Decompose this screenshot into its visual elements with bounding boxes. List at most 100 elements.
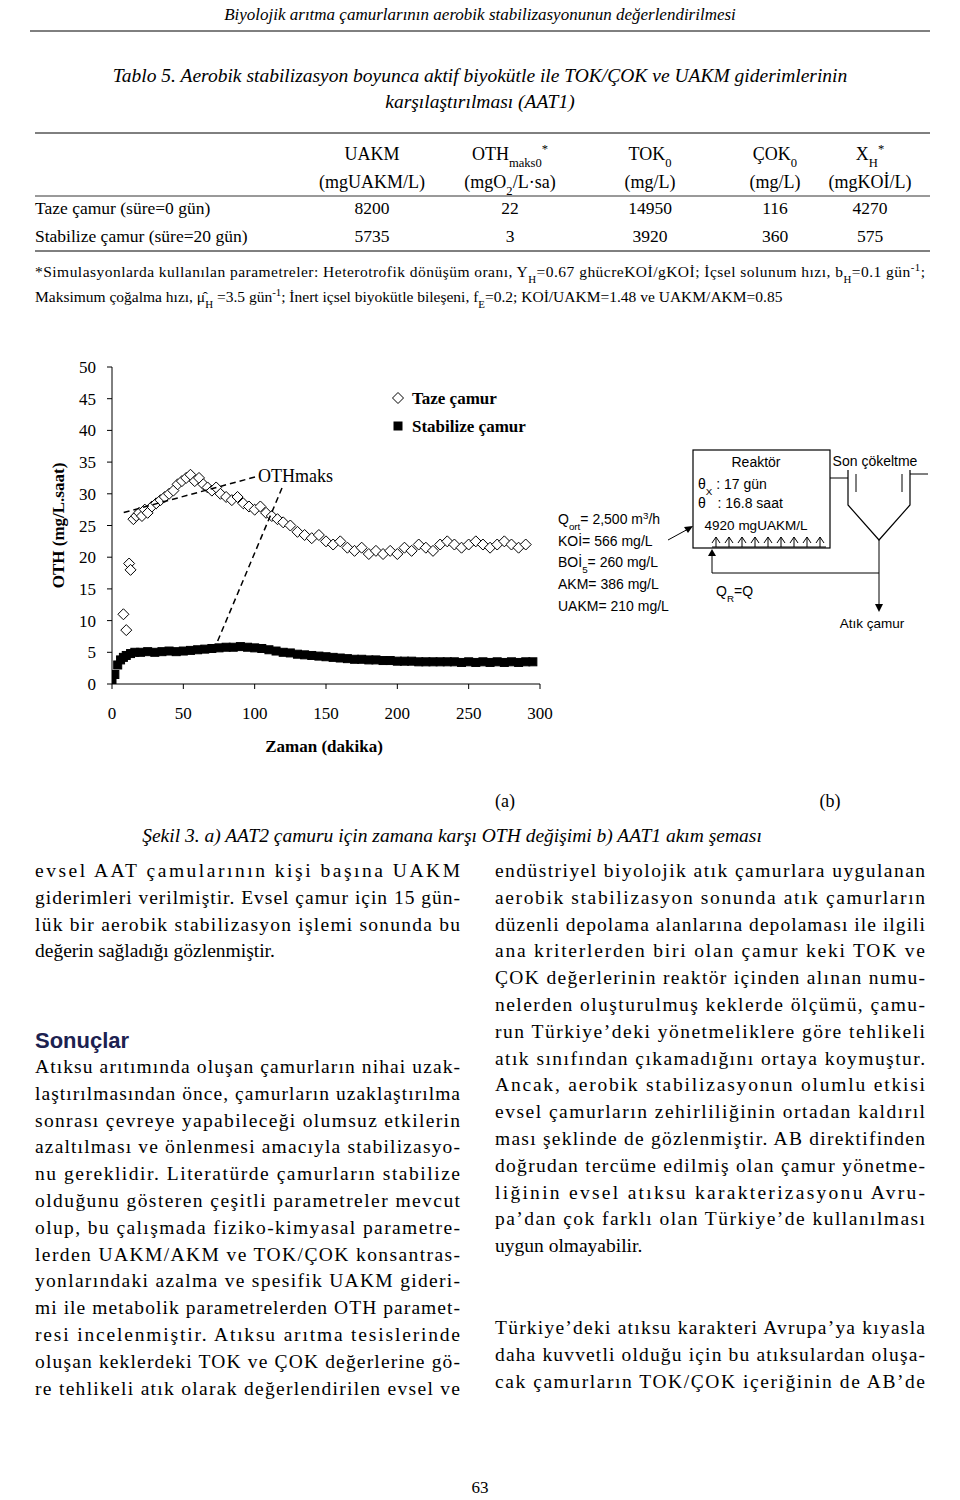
text-segment: θ (698, 476, 706, 492)
text-segment: UAKM (344, 144, 399, 164)
recycle-pipe (712, 552, 879, 573)
text-segment: θ : 16.8 saat (698, 495, 783, 511)
table-cell: 22 (501, 198, 519, 218)
y-tick (107, 620, 112, 621)
body-line: laştırılmasından önce, çamurların uzakla… (35, 1083, 460, 1104)
body-line: olup, bu çalışmada fiziko-kimyasal param… (35, 1217, 460, 1238)
table-cell: 116 (762, 198, 788, 218)
series (118, 469, 531, 635)
y-tick (107, 557, 112, 558)
body-line: değerin sağladığı gözlenmiştir. (35, 940, 275, 961)
reactor-label: θ : 16.8 saat (698, 495, 783, 511)
marker-diamond (118, 609, 129, 620)
subscript: 0 (791, 156, 797, 170)
body-line: evsel çamurların zehirliliğinin ortadan … (495, 1101, 926, 1122)
text-segment: = 260 mg/L (588, 554, 659, 570)
body-line: giderimleri verilmiştir. Evsel çamur içi… (35, 887, 460, 908)
subscript: R (727, 593, 734, 604)
effluent-pipe (910, 474, 928, 475)
page-number: 63 (472, 1478, 489, 1497)
text-segment: ÇOK (753, 144, 791, 164)
body-line: ması şeklinde de gözlenmiştir. AB direkt… (495, 1128, 925, 1149)
reactor-label: 4920 mgUAKM/L (705, 518, 808, 533)
table-cell: 4270 (853, 198, 888, 218)
x-tick-label: 300 (527, 704, 553, 723)
arrow-head (708, 549, 716, 556)
table-header: TOK0 (629, 144, 672, 170)
body-line: liğinin evsel atıksu karakterizasyonu Av… (495, 1182, 925, 1203)
subscript: H (205, 298, 213, 310)
text-segment: OTH (472, 144, 509, 164)
y-tick (107, 493, 112, 494)
text-segment: : 17 gün (712, 476, 767, 492)
running-header: Biyolojik arıtma çamurlarının aerobik st… (224, 5, 736, 24)
text-segment: Q (558, 511, 569, 527)
table-caption: Tablo 5. Aerobik stabilizasyon boyunca a… (113, 65, 847, 86)
text-segment: (mg/L) (750, 172, 801, 193)
body-line: endüstriyel biyolojik atık çamurlara uyg… (495, 860, 925, 881)
y-tick-label: 50 (79, 358, 96, 377)
x-tick-label: 50 (175, 704, 192, 723)
aerator (716, 537, 717, 547)
y-tick (107, 462, 112, 463)
reactor-label: θX : 17 gün (698, 476, 767, 497)
pipe (830, 478, 848, 479)
body-line: cak çamurların TOK/ÇOK içeriğinin de AB’… (495, 1371, 925, 1392)
influent-label: UAKM= 210 mg/L (558, 598, 669, 614)
y-tick-label: 40 (79, 421, 96, 440)
text-segment: X (856, 144, 869, 164)
annotation-leader (122, 477, 255, 513)
settler (848, 470, 910, 540)
body-line: evsel AAT çamularının kişi başına UAKM (35, 860, 460, 881)
settler-baffle (856, 474, 857, 492)
y-axis-label: OTH (mg/L.saat) (49, 463, 68, 589)
arrow-head (875, 604, 883, 612)
table-header-unit: (mg/L) (625, 172, 676, 193)
marker-square (112, 670, 119, 678)
text-segment: =0.1 gün (852, 263, 911, 280)
table-header-unit: (mgKOİ/L) (829, 172, 912, 193)
table-cell: 5735 (355, 226, 390, 246)
x-tick-label: 100 (242, 704, 268, 723)
superscript: * (542, 142, 548, 156)
reactor-title: Reaktör (731, 454, 780, 470)
text-segment: (mg/L) (625, 172, 676, 193)
text-segment: /L·sa) (513, 172, 556, 193)
marker-diamond (121, 625, 132, 636)
text-segment: =0.67 ghücreKOİ/gKOİ; İçsel solunum hızı… (537, 263, 844, 280)
page: Biyolojik arıtma çamurlarının aerobik st… (0, 0, 960, 1500)
text-segment: =3.5 gün (213, 288, 272, 305)
y-tick-label: 45 (79, 390, 96, 409)
x-tick (254, 684, 255, 689)
section-heading: Sonuçlar (35, 1028, 130, 1053)
table-rule-top (35, 133, 930, 134)
text-segment: *Simulasyonlarda kullanılan parametreler… (35, 263, 528, 280)
body-line: lük bir aerobik stabilizasyon işlemi son… (35, 914, 460, 935)
body-line: sonrası çevreye yapabileceği olumsuz etk… (35, 1110, 460, 1131)
settler-baffle (902, 474, 903, 492)
y-tick (107, 684, 112, 685)
y-tick-label: 20 (79, 548, 96, 567)
waste-label: Atık çamur (840, 616, 905, 631)
aerator (807, 537, 808, 547)
y-tick-label: 5 (88, 643, 97, 662)
x-tick (397, 684, 398, 689)
x-tick (540, 684, 541, 689)
y-tick (107, 525, 112, 526)
body-line: lerden UAKM/AKM ve TOK/ÇOK konsantras- (35, 1244, 460, 1265)
text-segment: ; (921, 263, 925, 280)
y-tick (107, 652, 112, 653)
subscript: H (843, 273, 851, 285)
table-footnote: *Simulasyonlarda kullanılan parametreler… (35, 261, 925, 285)
chart: 05101520253035404550050100150200250300Za… (49, 358, 553, 756)
settler-label: Son çökeltme (833, 453, 918, 469)
x-tick-label: 150 (313, 704, 339, 723)
x-tick (468, 684, 469, 689)
text-segment: Maksimum çoğalma hızı, (35, 288, 197, 305)
y-tick (107, 367, 112, 368)
text-segment: =0.2; KOİ/UAKM=1.48 ve UAKM/AKM=0.85 (485, 288, 783, 305)
aerator (742, 537, 743, 547)
legend-label: Taze çamur (412, 389, 497, 408)
y-tick (107, 588, 112, 589)
annotation-leader (216, 488, 282, 645)
